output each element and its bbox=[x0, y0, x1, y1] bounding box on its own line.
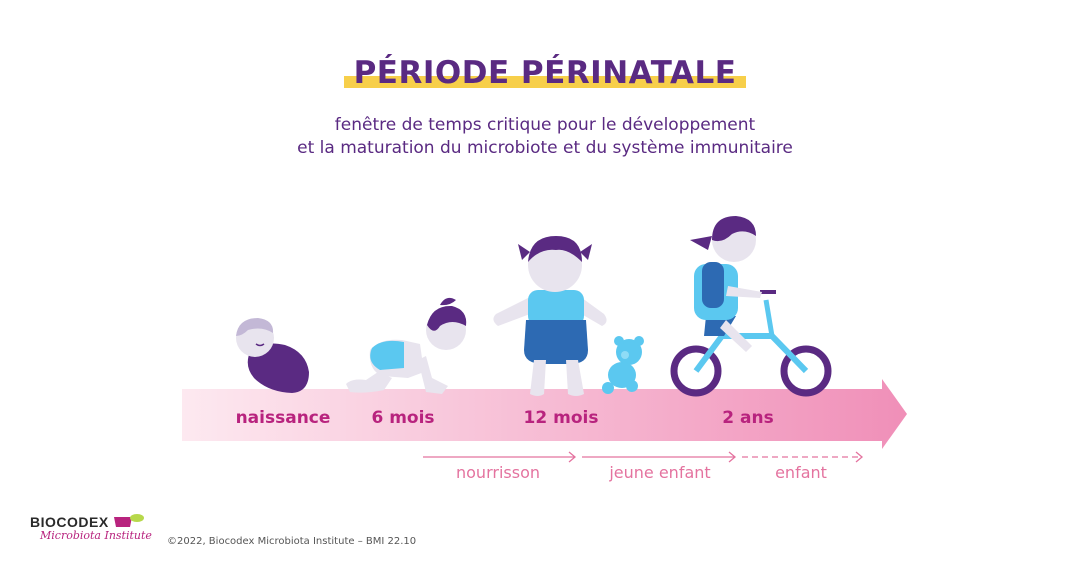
biocodex-logo-mark bbox=[114, 514, 144, 527]
title-highlight bbox=[343, 76, 747, 88]
teddy-bear-figure bbox=[602, 336, 644, 394]
page-title: PÉRIODE PÉRINATALE bbox=[343, 55, 747, 91]
logo-tagline: Microbiota Institute bbox=[40, 529, 152, 542]
timeline-arrow bbox=[182, 379, 907, 449]
footer-copyright: ©2022, Biocodex Microbiota Institute – B… bbox=[167, 536, 417, 547]
stage-label-6-mois: 6 mois bbox=[371, 408, 435, 428]
title-wrap: PÉRIODE PÉRINATALE bbox=[0, 55, 1090, 91]
period-arrow-jeune-enfant bbox=[582, 451, 737, 463]
stage-label-2-ans: 2 ans bbox=[722, 408, 774, 428]
child-on-bike-figure bbox=[670, 216, 832, 397]
logo-name: BIOCODEX bbox=[30, 514, 109, 530]
newborn-figure bbox=[236, 318, 309, 393]
period-arrow-nourrisson bbox=[423, 451, 577, 463]
period-arrow-enfant bbox=[742, 451, 864, 463]
crawling-baby-figure bbox=[346, 297, 467, 394]
page-title-text: PÉRIODE PÉRINATALE bbox=[353, 55, 737, 91]
stage-label-12-mois: 12 mois bbox=[523, 408, 599, 428]
stage-label-naissance: naissance bbox=[235, 408, 331, 428]
period-label-enfant: enfant bbox=[775, 463, 827, 482]
biocodex-logo: BIOCODEX Microbiota Institute bbox=[30, 514, 152, 542]
subtitle: fenêtre de temps critique pour le dévelo… bbox=[0, 114, 1090, 160]
subtitle-line-2: et la maturation du microbiote et du sys… bbox=[297, 138, 793, 158]
period-label-nourrisson: nourrisson bbox=[456, 463, 540, 482]
toddler-figure bbox=[493, 236, 607, 396]
subtitle-line-1: fenêtre de temps critique pour le dévelo… bbox=[334, 115, 756, 135]
period-label-jeune-enfant: jeune enfant bbox=[609, 463, 711, 482]
